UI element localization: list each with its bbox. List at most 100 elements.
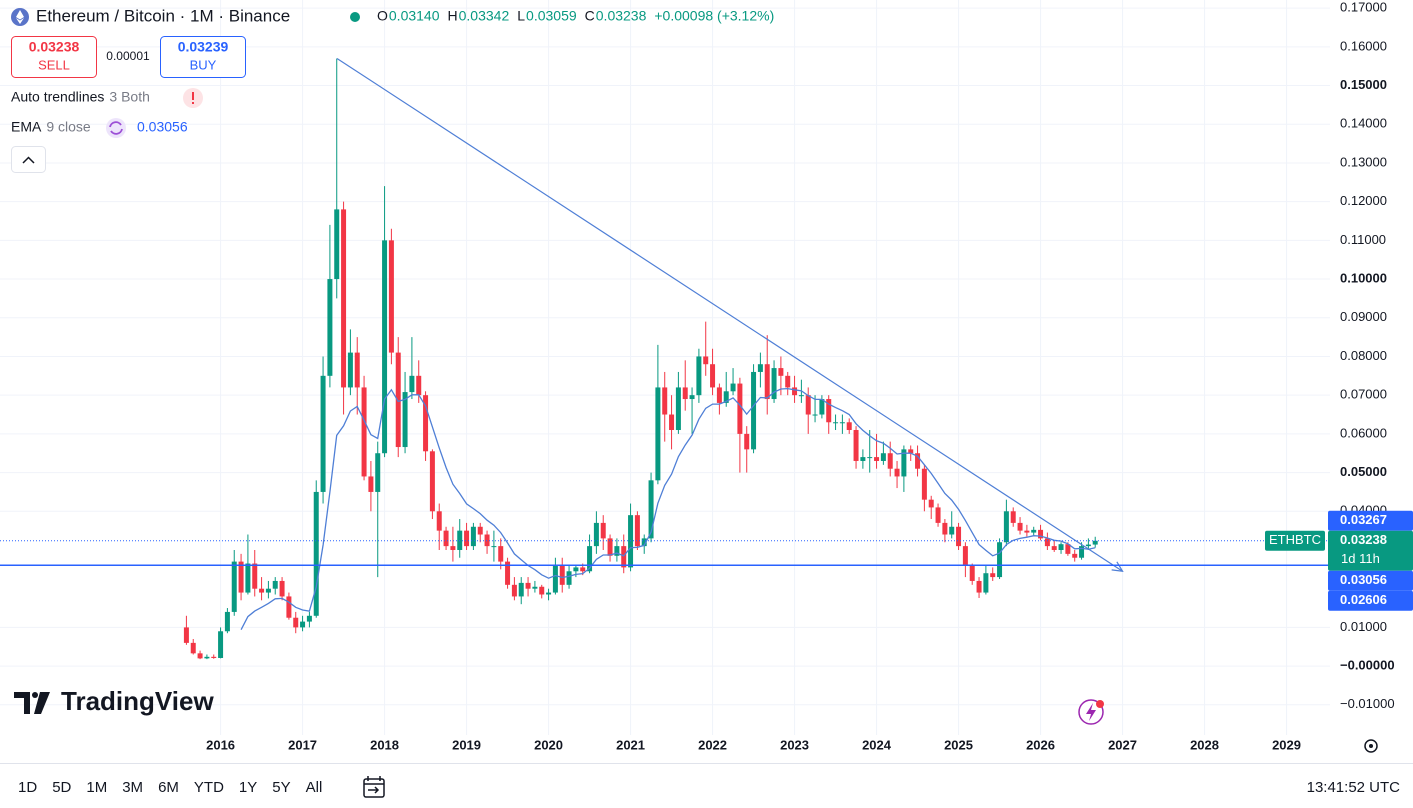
logo-mark: [14, 692, 50, 714]
y-tick-label: 0.17000: [1340, 0, 1387, 15]
candle-body: [798, 395, 804, 397]
candle-body: [477, 526, 483, 535]
candle-body: [286, 596, 292, 618]
settings-icon[interactable]: [1364, 739, 1378, 753]
x-tick-label: 2025: [944, 737, 973, 752]
logo-mark: [32, 692, 38, 698]
market-status: [350, 12, 360, 22]
candle-body: [361, 387, 367, 477]
y-tick-label: 0.09000: [1340, 309, 1387, 324]
date-range-glyph: [364, 776, 384, 794]
candle-body: [853, 430, 859, 461]
candle-body: [245, 563, 251, 593]
symbol-title: Ethereum / Bitcoin · 1M · Binance: [36, 6, 290, 25]
candle-body: [218, 631, 224, 658]
candle-body: [696, 356, 702, 396]
candle-body: [846, 422, 852, 431]
range-button[interactable]: YTD: [194, 779, 224, 796]
candle-body: [778, 368, 784, 376]
plot-area: [0, 0, 1330, 735]
date-range-icon[interactable]: [363, 778, 385, 798]
candle-body: [942, 522, 948, 535]
candle-body: [880, 453, 886, 461]
price-badge: [1328, 530, 1413, 571]
candle-body: [744, 433, 750, 450]
candle-body: [341, 209, 347, 388]
price-badge-label: 0.03238: [1340, 532, 1387, 547]
candle-body: [525, 582, 531, 589]
candle-body: [757, 364, 763, 372]
candle-body: [423, 395, 429, 452]
collapse-button[interactable]: [11, 146, 46, 173]
candle-body: [867, 457, 873, 459]
indicator-params[interactable]: 3 Both: [109, 89, 149, 105]
candle-body: [819, 399, 825, 415]
candle-body: [1065, 544, 1071, 554]
candle-body: [334, 209, 340, 280]
candle-body: [1024, 530, 1030, 533]
candle-body: [252, 563, 258, 589]
settings-glyph: [1369, 744, 1373, 748]
candle-body: [628, 515, 634, 568]
candle-body: [491, 546, 497, 548]
y-tick-label: 0.13000: [1340, 154, 1387, 169]
candle-body: [860, 457, 866, 461]
ohlc-key: H: [448, 8, 458, 24]
range-button[interactable]: 5Y: [272, 779, 290, 796]
candle-body: [368, 476, 374, 492]
ema-line: [240, 387, 1096, 630]
bottom-toolbar: 1D 5D 1M 3M 6M YTD 1Y 5Y All: [18, 779, 322, 796]
candle-body: [409, 375, 415, 393]
y-tick-label: 0.12000: [1340, 193, 1387, 208]
range-button[interactable]: 1D: [18, 779, 37, 796]
candle-body: [375, 453, 381, 492]
candle-body: [382, 240, 388, 454]
candle-body: [812, 414, 818, 416]
indicator-name[interactable]: Auto trendlines: [11, 89, 104, 105]
candle-body: [436, 511, 442, 531]
sell-button[interactable]: [11, 36, 97, 78]
candle-body: [682, 387, 688, 400]
candle-body: [1051, 546, 1057, 550]
candle-body: [279, 580, 285, 597]
candle-body: [600, 522, 606, 539]
buy-button[interactable]: [160, 36, 246, 78]
candle-body: [354, 352, 360, 388]
range-button[interactable]: 1Y: [239, 779, 257, 796]
x-tick-label: 2016: [206, 737, 235, 752]
buy-price[interactable]: 0.03239: [178, 39, 229, 55]
range-button[interactable]: All: [306, 779, 323, 796]
candle-body: [990, 573, 996, 578]
range-button[interactable]: 5D: [52, 779, 71, 796]
alert-dot: [1096, 700, 1104, 708]
candle-body: [1010, 511, 1016, 523]
candle-body: [231, 561, 237, 612]
buy-label[interactable]: BUY: [190, 57, 217, 72]
candle-body: [416, 375, 422, 396]
range-button[interactable]: 3M: [122, 779, 143, 796]
candle-body: [470, 526, 476, 547]
loading-icon[interactable]: [106, 118, 126, 138]
candle-body: [716, 387, 722, 403]
range-button[interactable]: 1M: [86, 779, 107, 796]
loading-glyph: [109, 121, 123, 135]
x-tick-label: 2028: [1190, 737, 1219, 752]
y-tick-label: 0.15000: [1340, 77, 1387, 92]
candle-body: [224, 611, 230, 632]
range-button[interactable]: 6M: [158, 779, 179, 796]
y-tick-label: 0.16000: [1340, 38, 1387, 53]
ohlc-value: 0.03238: [596, 8, 647, 24]
y-tick-label: −0.00000: [1340, 658, 1395, 673]
candle-body: [634, 515, 640, 547]
eth-glyph: [16, 10, 24, 24]
candle-body: [751, 371, 757, 450]
indicator-params[interactable]: 9 close: [46, 119, 91, 135]
indicator-name[interactable]: EMA: [11, 119, 42, 135]
sell-label[interactable]: SELL: [38, 57, 70, 72]
candle-body: [874, 457, 880, 461]
trendline: [336, 57, 1123, 572]
candle-body: [962, 546, 968, 566]
candle-body: [1058, 544, 1064, 550]
sell-price[interactable]: 0.03238: [29, 39, 80, 55]
candle-body: [1092, 540, 1098, 545]
